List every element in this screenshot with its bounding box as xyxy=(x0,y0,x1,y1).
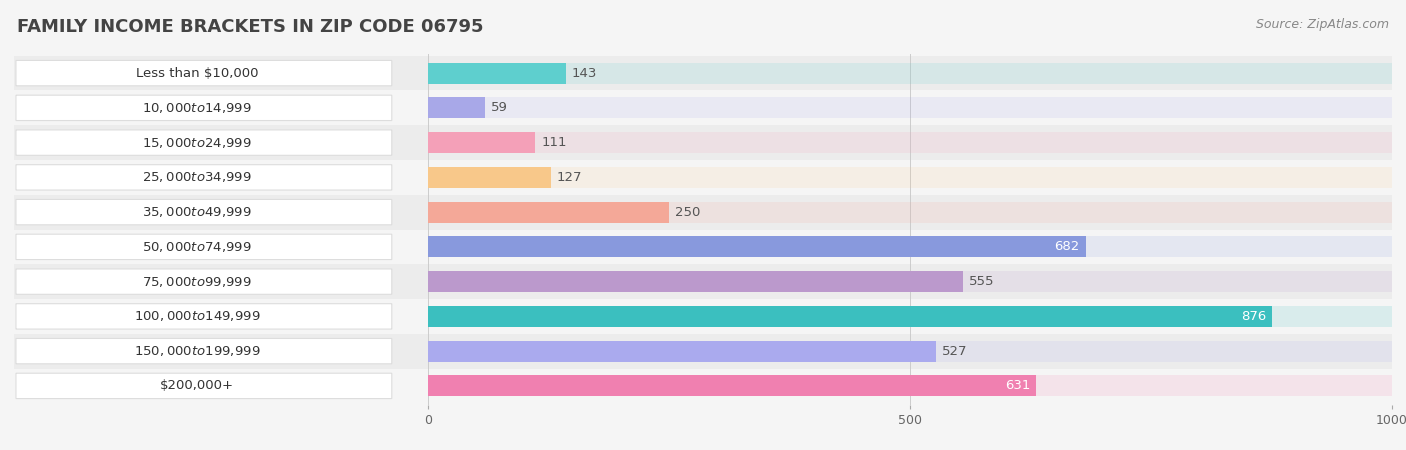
FancyBboxPatch shape xyxy=(15,95,392,121)
Bar xyxy=(429,236,1392,257)
Text: Less than $10,000: Less than $10,000 xyxy=(136,67,259,80)
Bar xyxy=(429,271,963,292)
Text: Source: ZipAtlas.com: Source: ZipAtlas.com xyxy=(1256,18,1389,31)
Bar xyxy=(429,375,1036,396)
Text: 111: 111 xyxy=(541,136,567,149)
Bar xyxy=(429,271,1392,292)
Bar xyxy=(429,132,1392,153)
Text: $200,000+: $200,000+ xyxy=(160,379,235,392)
Bar xyxy=(14,125,1392,160)
Bar xyxy=(14,299,1392,334)
Text: 127: 127 xyxy=(557,171,582,184)
FancyBboxPatch shape xyxy=(15,234,392,260)
Text: 555: 555 xyxy=(969,275,994,288)
FancyBboxPatch shape xyxy=(15,130,392,155)
Text: 143: 143 xyxy=(572,67,598,80)
Bar xyxy=(14,334,1392,369)
Bar xyxy=(14,90,1392,125)
Bar xyxy=(14,264,1392,299)
Text: $35,000 to $49,999: $35,000 to $49,999 xyxy=(142,205,252,219)
Text: 876: 876 xyxy=(1241,310,1267,323)
Bar xyxy=(429,63,567,84)
Bar xyxy=(429,341,1392,361)
FancyBboxPatch shape xyxy=(15,304,392,329)
Bar xyxy=(429,341,936,361)
Bar xyxy=(429,167,1392,188)
Text: $50,000 to $74,999: $50,000 to $74,999 xyxy=(142,240,252,254)
FancyBboxPatch shape xyxy=(15,269,392,294)
Text: $15,000 to $24,999: $15,000 to $24,999 xyxy=(142,135,252,149)
Text: FAMILY INCOME BRACKETS IN ZIP CODE 06795: FAMILY INCOME BRACKETS IN ZIP CODE 06795 xyxy=(17,18,484,36)
Text: 631: 631 xyxy=(1005,379,1031,392)
Text: $150,000 to $199,999: $150,000 to $199,999 xyxy=(134,344,260,358)
Bar xyxy=(14,56,1392,90)
Bar xyxy=(429,202,1392,223)
Bar xyxy=(429,132,536,153)
Bar xyxy=(429,375,1392,396)
Text: $75,000 to $99,999: $75,000 to $99,999 xyxy=(142,274,252,288)
Bar xyxy=(429,167,551,188)
Bar xyxy=(429,98,485,118)
FancyBboxPatch shape xyxy=(15,165,392,190)
Bar xyxy=(429,236,1085,257)
Bar xyxy=(14,195,1392,230)
Text: 250: 250 xyxy=(675,206,700,219)
FancyBboxPatch shape xyxy=(15,338,392,364)
FancyBboxPatch shape xyxy=(15,60,392,86)
FancyBboxPatch shape xyxy=(15,199,392,225)
Text: 59: 59 xyxy=(491,101,508,114)
Bar xyxy=(429,98,1392,118)
Bar xyxy=(14,369,1392,403)
Text: $25,000 to $34,999: $25,000 to $34,999 xyxy=(142,171,252,184)
Bar xyxy=(14,160,1392,195)
Text: 682: 682 xyxy=(1054,240,1080,253)
Bar xyxy=(429,306,1392,327)
Text: $10,000 to $14,999: $10,000 to $14,999 xyxy=(142,101,252,115)
Bar xyxy=(429,306,1272,327)
Bar xyxy=(429,63,1392,84)
Bar xyxy=(429,202,669,223)
FancyBboxPatch shape xyxy=(15,373,392,399)
Text: 527: 527 xyxy=(942,345,967,358)
Bar xyxy=(14,230,1392,264)
Text: $100,000 to $149,999: $100,000 to $149,999 xyxy=(134,310,260,324)
